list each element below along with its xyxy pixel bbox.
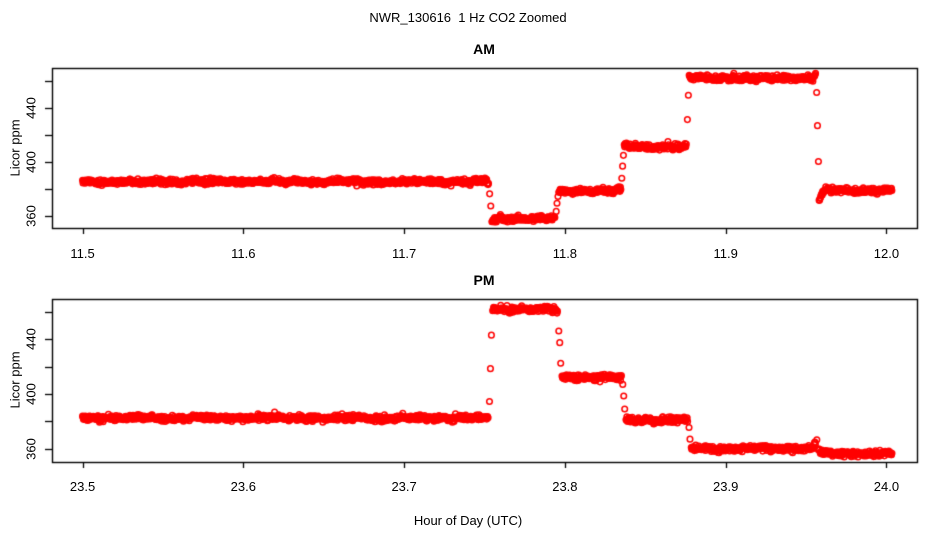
pm-x-tick-label: 23.9 [713, 479, 739, 494]
am-x-tick-label: 12.0 [873, 246, 900, 261]
am-y-tick-label: 440 [23, 97, 39, 119]
pm-x-tick-label: 23.8 [552, 479, 578, 494]
pm-x-tick-label: 23.7 [391, 479, 417, 494]
am-y-tick-label: 400 [23, 151, 39, 173]
am-y-axis-label: Licor ppm [7, 119, 23, 177]
am-x-tick-label: 11.6 [231, 246, 256, 261]
pm-y-tick-label: 440 [23, 328, 39, 351]
pm-y-tick-label: 360 [23, 437, 39, 460]
am-x-tick-label: 11.8 [552, 246, 578, 261]
panel-pm-title: PM [473, 272, 495, 288]
main-title: NWR_130616 1 Hz CO2 Zoomed [369, 10, 567, 25]
am-x-tick-label: 11.9 [713, 246, 738, 261]
pm-y-tick-label: 400 [23, 383, 39, 405]
pm-x-tick-label: 23.5 [69, 479, 96, 494]
panel-am-title: AM [473, 41, 495, 57]
x-axis-label: Hour of Day (UTC) [413, 513, 523, 528]
pm-x-tick-label: 24.0 [873, 479, 900, 494]
am-x-tick-label: 11.5 [70, 246, 95, 261]
am-x-tick-label: 11.7 [391, 246, 417, 261]
pm-y-axis-label: Licor ppm [7, 351, 23, 409]
pm-x-tick-label: 23.6 [230, 479, 256, 494]
am-y-tick-label: 360 [23, 205, 39, 227]
